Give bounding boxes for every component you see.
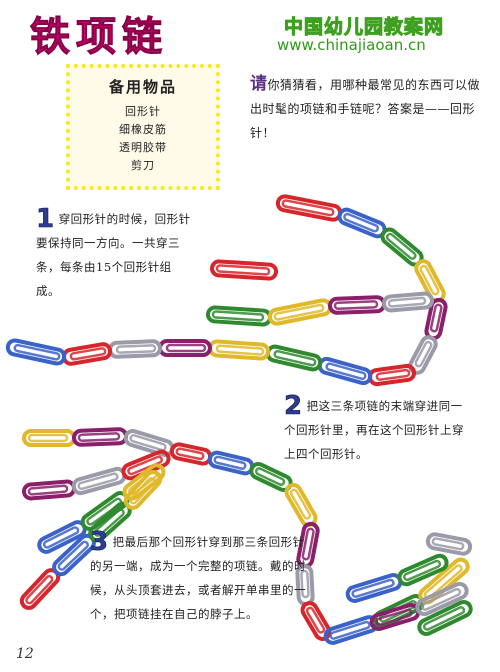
step-3: 3 把最后那个回形针穿到那三条回形针的另一端，成为一个完整的项链。戴的时候，从头顶… [90,527,312,626]
intro-paragraph: 请你猜猜看，用哪种最常见的东西可以做出时髦的项链和手链呢？答案是——回形针！ [250,72,484,145]
paperclip [19,568,61,610]
paperclip [367,363,417,387]
intro-lead-char: 请 [250,74,268,94]
paperclip [169,442,213,466]
paperclip [337,207,387,239]
paperclip [425,532,473,556]
paperclip [61,342,113,366]
step-2-number: 2 [284,391,303,421]
paperclip [284,483,318,527]
paperclip [267,298,333,326]
paperclip [275,194,343,222]
step-2: 2 把这三条项链的末端穿进同一个回形针里，再在这个回形针上穿上四个回形针。 [284,391,472,466]
step-1-text: 穿回形针的时候，回形针要保持同一方向。一共穿三条，每条由15个回形针组成。 [36,212,191,298]
step-1-number: 1 [36,204,55,234]
page-title: 铁项链 [30,14,168,61]
step-2-text: 把这三条项链的末端穿进同一个回形针里，再在这个回形针上穿上四个回形针。 [284,399,464,461]
paperclip [415,581,469,617]
supplies-box: 备用物品 回形针 细橡皮筋 透明胶带 剪刀 [66,64,220,190]
paperclip [22,429,76,447]
paperclip [381,291,435,313]
paperclip [71,427,129,447]
paperclip [207,450,255,476]
watermark-site-name: 中国幼儿园教案网 [283,16,445,39]
paperclip [205,305,273,327]
paperclip [417,600,473,636]
paperclip [123,470,163,510]
supplies-item: 细橡皮筋 [119,123,167,136]
paperclip [71,466,127,496]
paperclip [317,356,373,386]
paperclip [158,339,212,357]
supplies-item: 透明胶带 [119,141,167,154]
paperclip [21,479,77,501]
page-number: 12 [16,646,34,662]
supplies-item: 剪刀 [131,159,155,172]
watermark-url: www.chinajiaoan.cn [277,36,426,54]
paperclip [397,553,449,587]
paperclip [345,573,403,603]
step-3-text: 把最后那个回形针穿到那三条回形针的另一端，成为一个完整的项链。戴的时候，从头顶套… [90,535,306,621]
paperclip [37,520,87,554]
paperclip [207,339,271,361]
supplies-item: 回形针 [125,105,161,118]
step-3-number: 3 [90,527,109,557]
paperclip [107,339,163,359]
intro-text: 你猜猜看，用哪种最常见的东西可以做出时髦的项链和手链呢？答案是——回形针！ [250,78,481,140]
supplies-heading: 备用物品 [108,78,177,96]
paperclip [265,344,323,372]
paperclip [5,338,67,366]
paperclip [209,259,279,281]
paperclip [327,295,387,315]
step-1: 1 穿回形针的时候，回形针要保持同一方向。一共穿三条，每条由15个回形针组成。 [36,204,194,303]
